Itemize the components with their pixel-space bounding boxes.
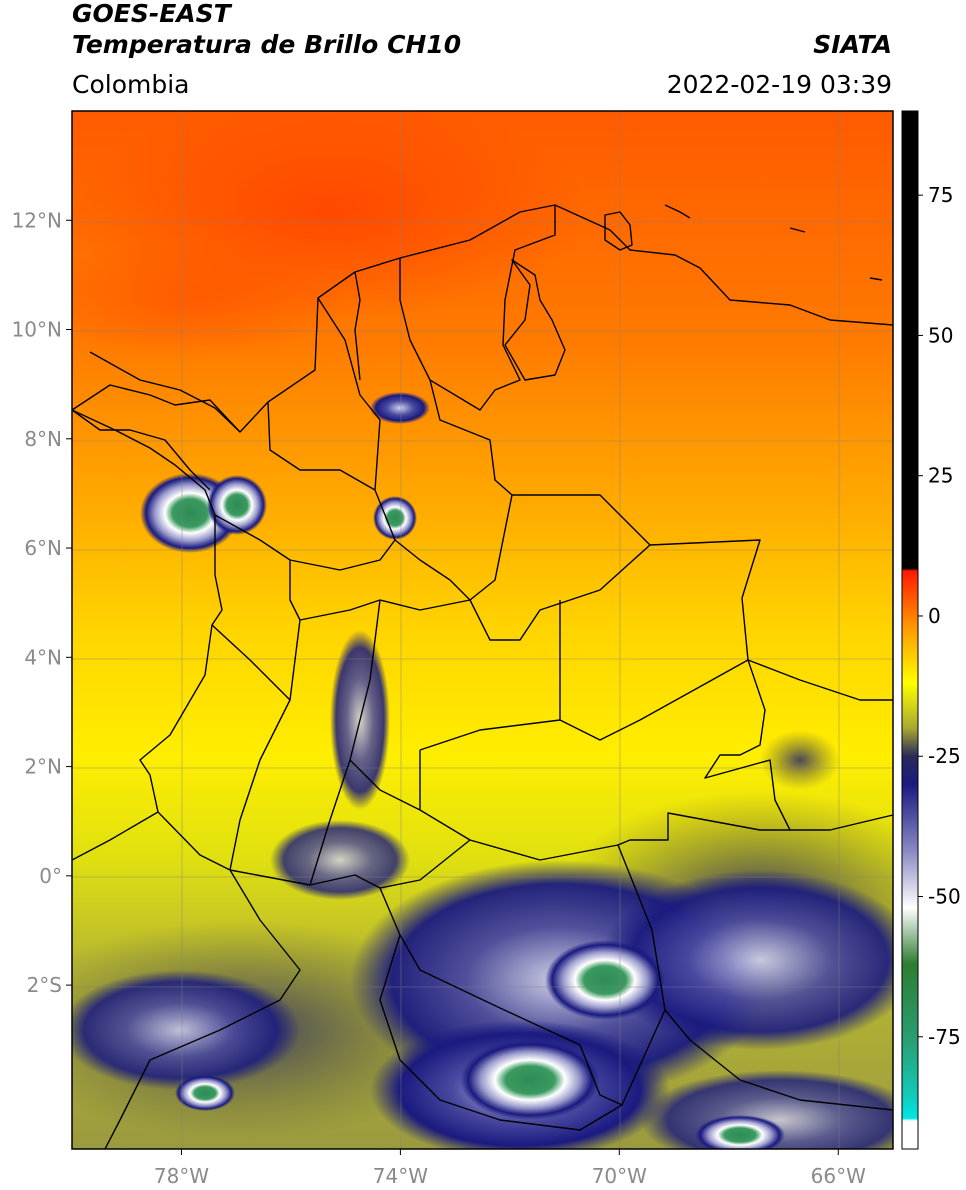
lat-tick-label: 10°N [12,318,62,342]
latitude-ticks: 12°N 10°N 8°N 6°N 4°N 2°N 0° 2°S [12,208,72,997]
colorbar: 75 50 25 0 -25 -50 -75 [901,110,961,1150]
lon-tick-label: 66°W [811,1164,866,1188]
colorbar-ticks: 75 50 25 0 -25 -50 -75 [918,183,961,1049]
product-title: Temperatura de Brillo CH10 [72,30,462,59]
borders [72,204,893,1149]
lon-tick-label: 74°W [373,1164,428,1188]
region-label: Colombia [72,70,190,99]
colorbar-tick-label: -25 [928,744,961,768]
longitude-ticks: 78°W 74°W 70°W 66°W [154,1149,866,1188]
lon-tick-label: 78°W [154,1164,209,1188]
colorbar-fill [902,111,918,1149]
lat-tick-label: 6°N [24,536,62,560]
organization-label: SIATA [813,30,892,59]
colorbar-tick-label: 75 [928,183,953,207]
colorbar-tick-label: -50 [928,885,961,909]
lat-tick-label: 2°S [27,973,62,997]
lat-tick-label: 2°N [24,755,62,779]
timestamp-label: 2022-02-19 03:39 [666,70,892,99]
satellite-title: GOES-EAST [72,0,231,28]
lat-tick-label: 4°N [24,645,62,669]
colorbar-tick-label: 25 [928,464,953,488]
lat-tick-label: 0° [39,864,62,888]
lat-tick-label: 12°N [12,208,62,232]
brightness-field [72,111,893,1149]
colorbar-tick-label: -75 [928,1025,961,1049]
lon-tick-label: 70°W [592,1164,647,1188]
plot-frame [71,110,894,1150]
colorbar-frame [901,110,919,1150]
colorbar-tick-label: 0 [928,604,941,628]
colorbar-tick-label: 50 [928,323,953,347]
graticule [72,111,893,1149]
lat-tick-label: 8°N [24,427,62,451]
